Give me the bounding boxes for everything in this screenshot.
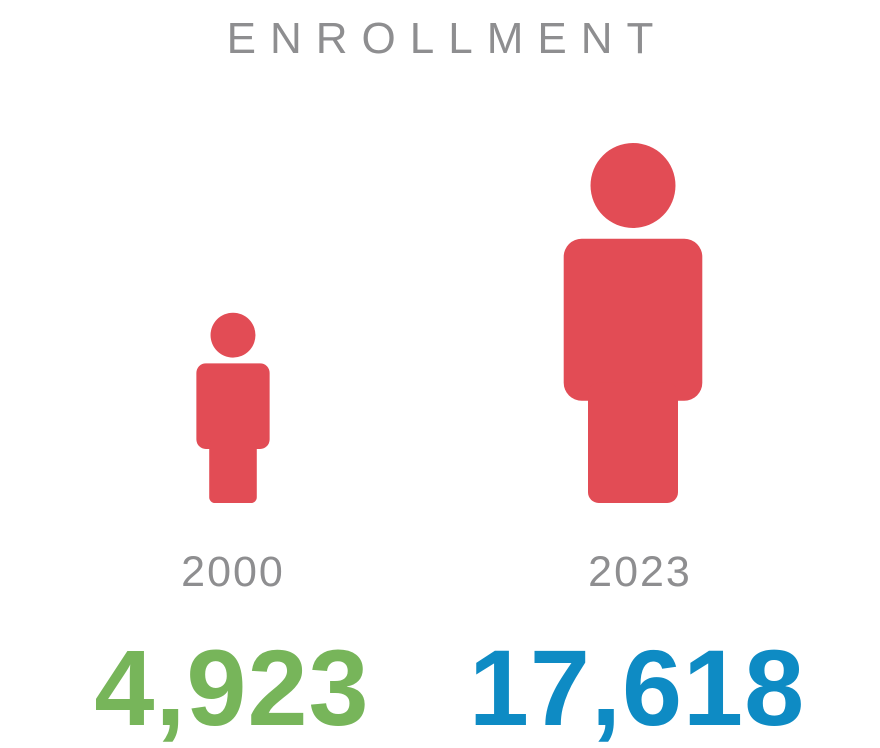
chart-title: ENROLLMENT xyxy=(226,14,668,63)
person-torso xyxy=(196,363,270,449)
year-label-2000: 2000 xyxy=(181,548,285,596)
person-head xyxy=(210,312,256,358)
person-legs xyxy=(209,439,257,503)
person-head xyxy=(590,143,676,228)
person-legs xyxy=(588,382,678,503)
person-figure-2000 xyxy=(196,312,270,503)
person-figure-2023 xyxy=(563,143,703,503)
value-label-2023: 17,618 xyxy=(468,627,806,748)
person-torso xyxy=(563,238,703,401)
value-label-2000: 4,923 xyxy=(94,627,370,748)
year-label-2023: 2023 xyxy=(588,548,692,596)
